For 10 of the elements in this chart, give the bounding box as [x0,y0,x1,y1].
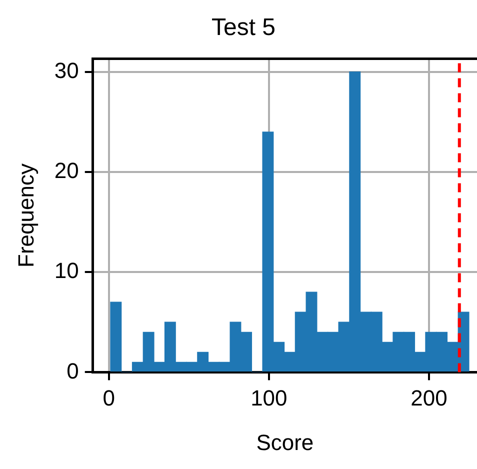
y-tick-label: 0 [66,358,79,384]
y-tick-label: 30 [54,58,79,83]
y-tick-label: 20 [54,158,79,184]
x-tick-label: 100 [250,385,288,410]
y-axis-title: Frequency [13,164,38,268]
x-axis-title: Score [256,430,314,455]
x-tick-label: 0 [102,385,115,410]
chart-title: Test 5 [211,14,276,42]
x-tick-label: 200 [410,385,448,410]
y-tick-label: 10 [54,258,79,284]
